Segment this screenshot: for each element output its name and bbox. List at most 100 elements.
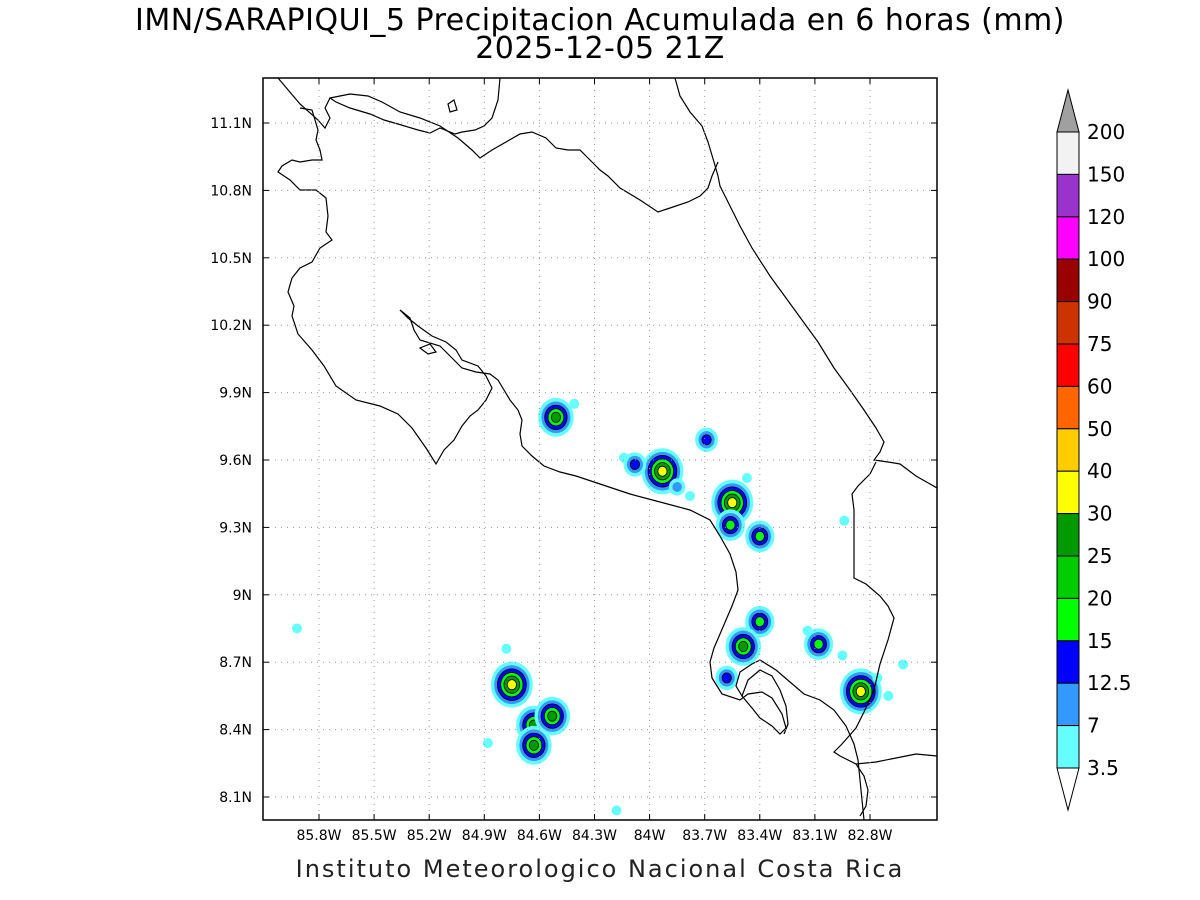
precip-contour	[685, 490, 696, 501]
colorbar-box	[1056, 216, 1080, 260]
precip-contour	[754, 530, 765, 542]
precip-contour	[721, 672, 732, 684]
colorbar-label: 20	[1087, 586, 1112, 610]
precip-contour	[547, 710, 558, 722]
precip-contour	[727, 497, 738, 509]
colorbar-box	[1056, 301, 1080, 345]
lon-tick-label: 83.4W	[737, 828, 782, 844]
precip-cell	[490, 661, 533, 708]
colorbar-label: 40	[1087, 459, 1112, 483]
lat-tick-label: 9.9N	[219, 386, 252, 402]
colorbar-label: 120	[1087, 205, 1125, 229]
colorbar-box	[1056, 385, 1080, 430]
precip-cell	[715, 665, 739, 691]
precip-cell	[837, 650, 848, 661]
colorbar-box	[1056, 682, 1080, 727]
lon-tick-label: 85.5W	[352, 828, 397, 844]
colorbar-label: 25	[1087, 544, 1112, 568]
precip-contour	[837, 650, 848, 661]
precip-contour	[611, 805, 622, 816]
precip-contour	[501, 643, 512, 654]
colorbar-box	[1056, 725, 1080, 769]
lat-tick-label: 10.5N	[210, 251, 252, 267]
lon-tick-label: 84.6W	[517, 828, 562, 844]
precip-contour	[855, 685, 866, 697]
coastline-layer	[277, 78, 937, 820]
colorbar-label: 60	[1087, 374, 1112, 398]
precip-contour	[569, 398, 580, 409]
precip-cell	[715, 509, 746, 541]
colorbar-label: 12.5	[1087, 671, 1132, 695]
precip-contour	[813, 638, 824, 650]
colorbar-box	[1056, 555, 1080, 599]
colorbar-label: 3.5	[1087, 756, 1119, 780]
lat-tick-label: 11.1N	[210, 116, 252, 132]
precip-cell	[839, 668, 882, 715]
colorbar-label: 150	[1087, 162, 1125, 186]
precip-cell	[538, 397, 574, 437]
colorbar-box	[1056, 470, 1080, 515]
colorbar-label: 15	[1087, 629, 1112, 653]
lat-tick-label: 10.8N	[210, 183, 252, 199]
panama-border	[833, 461, 937, 765]
lon-tick-label: 84.3W	[572, 828, 617, 844]
precip-contour	[528, 739, 539, 751]
precip-cell	[482, 738, 493, 749]
lon-tick-label: 83.1W	[792, 828, 837, 844]
precip-contour	[291, 623, 302, 634]
lat-tick-label: 8.4N	[219, 723, 252, 739]
lon-tick-label: 84.9W	[462, 828, 507, 844]
colorbar: 200 150 120 100 90 75 60 50 40 30 25 20 15 12.5 7 3.5	[1056, 88, 1132, 812]
gulf-nicoya-island	[418, 343, 438, 355]
lon-tick-label: 82.8W	[847, 828, 892, 844]
colorbar-box	[1056, 343, 1080, 387]
island-small	[447, 99, 458, 113]
precip-cell	[898, 659, 909, 670]
colorbar-label: 30	[1087, 502, 1112, 526]
precip-cell	[291, 623, 302, 634]
precip-cell	[695, 427, 718, 452]
precip-contour	[482, 738, 493, 749]
precip-contour	[550, 411, 561, 423]
precip-contour	[701, 434, 712, 446]
colorbar-label: 100	[1087, 247, 1125, 271]
lon-tick-label: 84W	[634, 828, 666, 844]
precip-cell	[802, 625, 813, 636]
colorbar-over-triangle	[1056, 88, 1080, 133]
precip-contour	[802, 625, 813, 636]
precip-contour	[725, 519, 736, 531]
lon-tick-label: 83.7W	[682, 828, 727, 844]
map-title: IMN/SARAPIQUI_5 Precipitacion Acumulada …	[135, 3, 1065, 38]
colorbar-box	[1056, 597, 1080, 642]
colorbar-label: 7	[1087, 714, 1100, 738]
map-frame	[262, 77, 938, 821]
precip-cell	[685, 490, 696, 501]
precip-cell	[623, 452, 647, 477]
precip-cell	[725, 627, 762, 666]
colorbar-box	[1056, 640, 1080, 684]
colorbar-label: 200	[1087, 120, 1125, 144]
precip-contour	[738, 641, 749, 652]
precip-cell	[611, 805, 622, 816]
precip-contour	[883, 690, 894, 701]
precip-cell	[883, 690, 894, 701]
precip-cell	[668, 478, 686, 496]
precip-contour	[506, 679, 517, 691]
lat-tick-label: 9.3N	[219, 520, 252, 536]
nicaragua-border-north	[329, 93, 719, 213]
golfo-dulce	[741, 669, 789, 735]
precip-cell	[745, 605, 775, 638]
colorbar-box	[1056, 258, 1080, 303]
pacific-coast-central	[399, 309, 865, 820]
precip-contour	[672, 481, 682, 492]
precip-contour	[657, 465, 668, 477]
lat-tick-label: 9N	[233, 588, 252, 604]
precip-contour	[754, 616, 765, 628]
caribbean-costa-rica-coast	[674, 78, 937, 489]
precip-contour	[839, 515, 850, 526]
colorbar-box	[1056, 131, 1080, 175]
colorbar-label: 50	[1087, 417, 1112, 441]
lat-tick-label: 9.6N	[219, 453, 252, 469]
precip-cell	[641, 448, 684, 495]
colorbar-box	[1056, 513, 1080, 557]
